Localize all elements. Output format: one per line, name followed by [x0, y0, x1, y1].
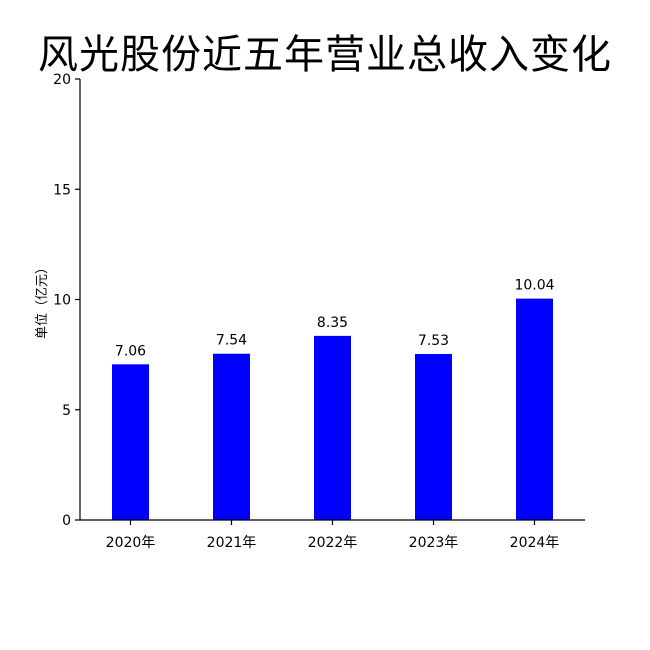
bars-layer [112, 298, 553, 520]
chart-title: 风光股份近五年营业总收入变化 [38, 32, 612, 78]
bar [112, 364, 149, 520]
bar [213, 353, 250, 520]
x-tick-label: 2020年 [106, 535, 156, 551]
x-tick-label: 2021年 [207, 535, 257, 551]
data-label: 7.53 [418, 333, 449, 349]
data-label: 7.54 [216, 333, 247, 349]
y-tick-label: 5 [62, 403, 71, 419]
data-labels-layer: 7.06 7.54 8.35 7.53 10.04 [115, 278, 555, 360]
data-label: 10.04 [514, 278, 554, 294]
y-tick-label: 10 [53, 293, 71, 309]
data-label: 8.35 [317, 315, 348, 331]
bar [314, 335, 351, 520]
x-tick-label: 2023年 [409, 535, 459, 551]
bar [516, 298, 553, 520]
y-axis-ticks: 0 5 10 15 20 [53, 72, 80, 529]
y-tick-label: 0 [62, 513, 71, 529]
y-axis-title: 单位（亿元） [35, 261, 50, 339]
y-tick-label: 15 [53, 182, 71, 198]
bar [415, 353, 452, 520]
x-tick-label: 2022年 [308, 535, 358, 551]
data-label: 7.06 [115, 343, 146, 359]
y-tick-label: 20 [53, 72, 71, 88]
x-axis-ticks: 2020年 2021年 2022年 2023年 2024年 [106, 520, 560, 551]
x-tick-label: 2024年 [510, 535, 560, 551]
